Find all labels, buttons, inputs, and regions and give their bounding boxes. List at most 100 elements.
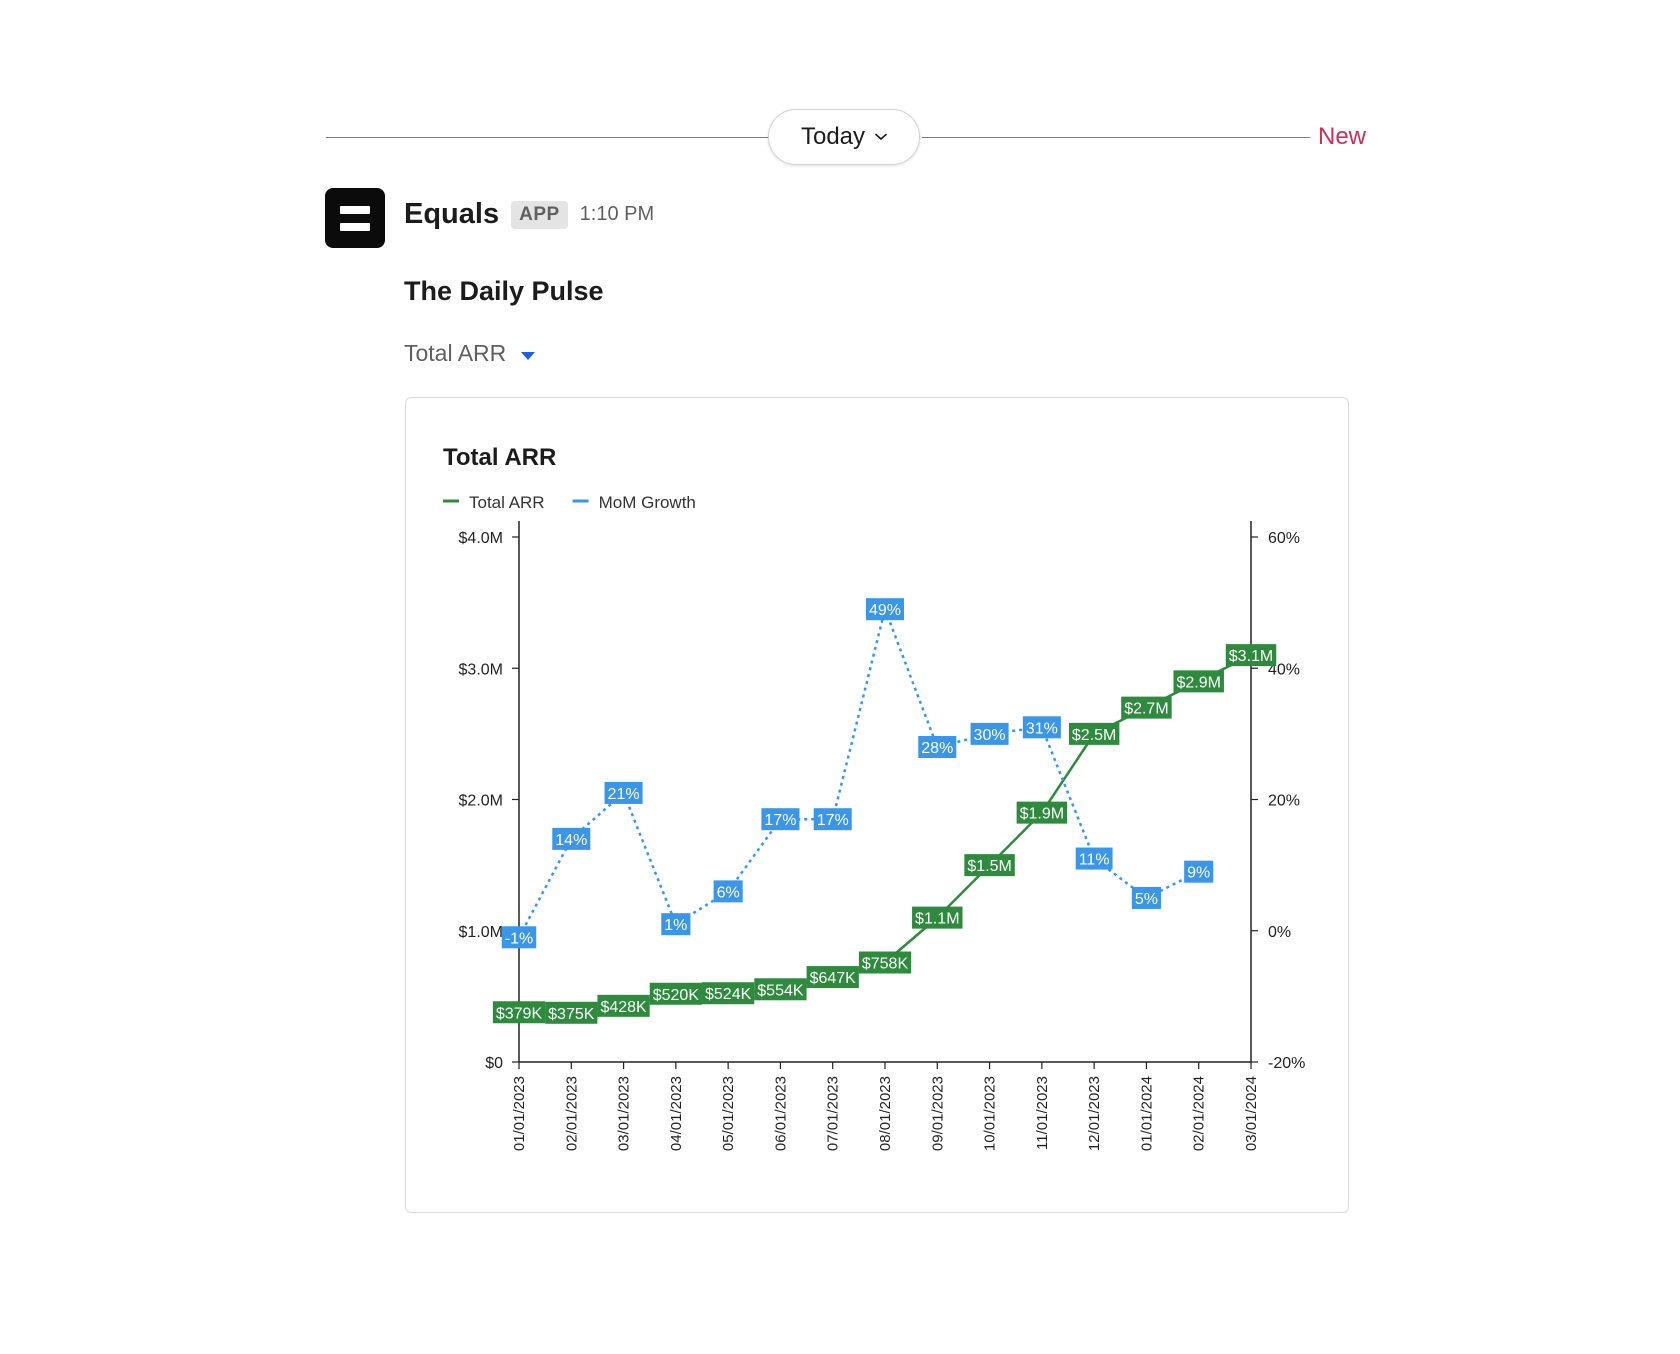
date-jump-label: Today xyxy=(800,123,866,150)
x-tick-label-6: 07/01/2023 xyxy=(825,1076,842,1151)
legend-label-1: Total ARR xyxy=(469,493,545,512)
sender-name[interactable]: Equals xyxy=(404,198,500,230)
mom-growth-data-label-5: 17% xyxy=(764,812,796,829)
total-arr-point-2 xyxy=(597,994,650,1017)
mom-growth-data-label-2: 21% xyxy=(608,786,640,803)
x-tick-label-11: 12/01/2023 xyxy=(1086,1076,1103,1151)
x-tick-label-0: 01/01/2023 xyxy=(511,1076,528,1151)
mom-growth-point-6 xyxy=(813,808,852,831)
x-tick-label-1: 02/01/2023 xyxy=(563,1076,580,1151)
total-arr-point-0 xyxy=(492,1001,546,1024)
total-arr-data-label-9: $1.5M xyxy=(967,858,1011,875)
total-arr-point-10 xyxy=(1016,801,1068,824)
x-tick-label-13: 02/01/2024 xyxy=(1191,1076,1208,1151)
x-tick-label-10: 11/01/2023 xyxy=(1034,1076,1051,1150)
total-arr-data-label-2: $428K xyxy=(600,999,647,1016)
x-tick-label-8: 09/01/2023 xyxy=(929,1076,946,1151)
x-tick-label-7: 08/01/2023 xyxy=(877,1076,894,1151)
mom-growth-data-label-8: 28% xyxy=(921,740,953,757)
y-right-tick-label-2: 20% xyxy=(1268,793,1300,810)
mom-growth-data-label-0: -1% xyxy=(505,930,533,947)
x-tick-label-3: 04/01/2023 xyxy=(668,1076,685,1151)
new-messages-label: New xyxy=(1318,123,1367,150)
total-arr-chart: Total ARR Total ARR MoM Growth $0 $1.0M $2.0M… xyxy=(443,444,1305,1151)
mom-growth-point-11 xyxy=(1075,847,1113,870)
total-arr-point-3 xyxy=(649,982,702,1005)
message-timestamp[interactable]: 1:10 PM xyxy=(579,203,655,225)
total-arr-data-label-1: $375K xyxy=(548,1006,595,1023)
total-arr-point-7 xyxy=(858,951,912,974)
mom-growth-data-label-12: 5% xyxy=(1135,891,1158,908)
total-arr-point-4 xyxy=(702,982,755,1005)
x-tick-label-14: 03/01/2024 xyxy=(1243,1076,1260,1151)
mom-growth-point-0 xyxy=(501,926,537,949)
mom-growth-point-3 xyxy=(661,913,691,936)
total-arr-point-9 xyxy=(964,854,1015,877)
total-arr-data-label-0: $379K xyxy=(496,1005,543,1022)
equals-logo-icon[interactable] xyxy=(325,188,385,248)
message-header: Equals APP 1:10 PM xyxy=(404,198,654,231)
metric-dropdown[interactable]: Total ARR xyxy=(404,340,536,367)
y-left-tick-label-1: $1.0M xyxy=(459,924,503,941)
x-tick-label-12: 01/01/2024 xyxy=(1138,1076,1155,1151)
total-arr-data-label-13: $2.9M xyxy=(1176,674,1220,691)
mom-growth-point-9 xyxy=(970,722,1009,745)
mom-growth-point-4 xyxy=(713,880,743,903)
total-arr-point-5 xyxy=(754,978,807,1001)
total-arr-data-label-10: $1.9M xyxy=(1020,806,1064,823)
chart-title: Total ARR xyxy=(443,444,556,471)
mom-growth-point-5 xyxy=(761,808,800,831)
x-tick-label-5: 06/01/2023 xyxy=(772,1076,789,1151)
series-line-mom-growth xyxy=(517,607,1200,938)
message-title: The Daily Pulse xyxy=(404,276,604,306)
total-arr-data-label-8: $1.1M xyxy=(915,911,959,928)
mom-growth-data-label-1: 14% xyxy=(555,832,587,849)
total-arr-data-label-5: $554K xyxy=(757,982,804,999)
x-tick-label-2: 03/01/2023 xyxy=(616,1076,633,1151)
x-tick-label-9: 10/01/2023 xyxy=(982,1076,999,1151)
total-arr-point-13 xyxy=(1173,670,1224,693)
total-arr-point-12 xyxy=(1121,696,1172,719)
mom-growth-point-7 xyxy=(865,598,905,621)
y-left-tick-label-2: $2.0M xyxy=(459,793,503,810)
total-arr-data-label-11: $2.5M xyxy=(1072,727,1116,744)
mom-growth-data-label-13: 9% xyxy=(1187,865,1210,882)
total-arr-data-label-7: $758K xyxy=(862,956,909,973)
y-left-tick-label-4: $4.0M xyxy=(459,530,503,547)
app-badge: APP xyxy=(511,200,568,229)
x-tick-label-4: 05/01/2023 xyxy=(720,1076,737,1151)
total-arr-data-label-4: $524K xyxy=(705,986,752,1003)
total-arr-point-1 xyxy=(545,1001,598,1024)
total-arr-data-label-6: $647K xyxy=(810,970,857,987)
caret-down-icon xyxy=(520,340,536,367)
mom-growth-data-label-11: 11% xyxy=(1079,852,1110,869)
mom-growth-point-8 xyxy=(918,736,957,758)
mom-growth-point-10 xyxy=(1022,716,1061,739)
y-right-tick-label-1: 0% xyxy=(1268,924,1291,941)
mom-growth-data-label-10: 31% xyxy=(1026,720,1058,737)
date-jump-button[interactable]: Today xyxy=(768,109,920,165)
total-arr-point-8 xyxy=(912,906,963,929)
total-arr-point-6 xyxy=(806,966,859,989)
date-divider-line-right xyxy=(922,137,1310,138)
mom-growth-point-13 xyxy=(1184,860,1214,883)
total-arr-point-11 xyxy=(1068,722,1120,745)
y-left-tick-label-0: $0 xyxy=(485,1055,503,1072)
total-arr-point-14 xyxy=(1225,644,1277,667)
legend-label-2: MoM Growth xyxy=(599,493,696,512)
mom-growth-point-1 xyxy=(552,827,591,850)
total-arr-data-label-3: $520K xyxy=(653,987,700,1004)
mom-growth-data-label-3: 1% xyxy=(664,917,687,934)
mom-growth-data-label-6: 17% xyxy=(817,812,849,829)
mom-growth-data-label-7: 49% xyxy=(869,602,901,619)
total-arr-data-label-14: $3.1M xyxy=(1229,648,1273,665)
date-divider-line-left xyxy=(326,137,768,138)
mom-growth-data-label-4: 6% xyxy=(717,884,740,901)
chevron-down-icon xyxy=(875,133,887,141)
metric-dropdown-label: Total ARR xyxy=(404,340,507,366)
mom-growth-data-label-9: 30% xyxy=(974,727,1006,744)
y-right-tick-label-0: -20% xyxy=(1268,1055,1305,1072)
mom-growth-point-2 xyxy=(604,781,643,804)
mom-growth-point-12 xyxy=(1131,886,1161,909)
y-left-tick-label-3: $3.0M xyxy=(459,661,503,678)
